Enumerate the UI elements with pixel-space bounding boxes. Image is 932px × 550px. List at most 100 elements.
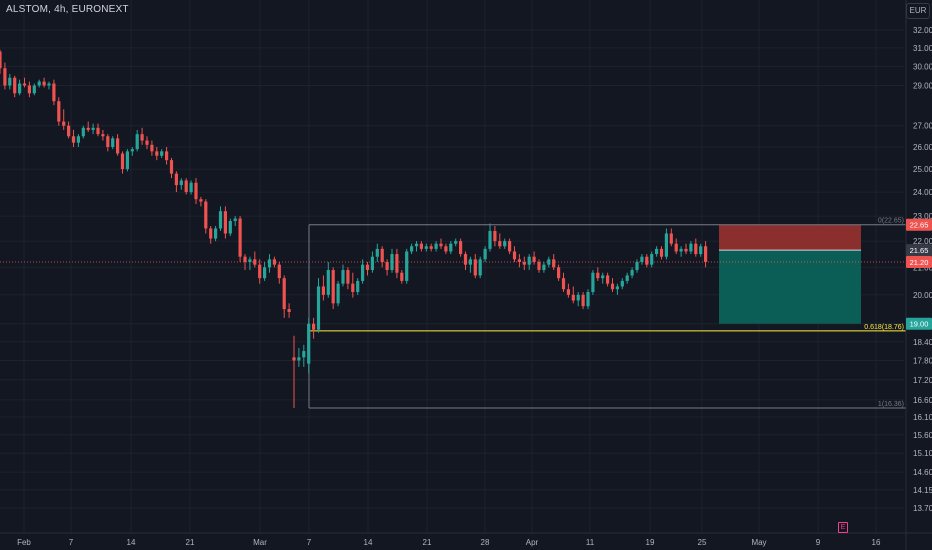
candle-body [601,275,605,279]
candle-body [596,272,600,279]
candle-body [214,228,218,239]
time-tick-label[interactable]: 28 [481,538,490,547]
candle-body [312,323,316,330]
candle-body [331,270,335,304]
time-tick-label[interactable]: 19 [646,538,655,547]
time-tick-label[interactable]: 14 [364,538,373,547]
candle-body [615,286,619,290]
price-tick-label[interactable]: 20.00 [913,291,932,300]
price-tick-label[interactable]: 23.00 [913,212,932,221]
candle-body [116,138,120,154]
price-tick-label[interactable]: 30.00 [913,62,932,71]
candle-body [8,77,12,86]
candle-body [552,259,556,268]
candle-body [527,256,531,265]
price-tick-label[interactable]: 13.70 [913,504,932,513]
time-tick-label[interactable]: Feb [17,538,31,547]
price-tick-label[interactable]: 17.20 [913,376,932,385]
candle-body [3,68,7,86]
time-tick-label[interactable]: 11 [586,538,595,547]
price-tick-label[interactable]: 16.10 [913,413,932,422]
candle-body [52,83,56,102]
candle-body [459,241,463,255]
time-tick-label[interactable]: 9 [816,538,821,547]
candle-body [282,278,286,310]
time-tick-label[interactable]: Mar [253,538,267,547]
candle-body [439,243,443,247]
time-tick-label[interactable]: May [751,538,766,547]
candle-body [424,246,428,249]
price-tick-label[interactable]: 18.40 [913,338,932,347]
candle-body [380,248,384,262]
price-tick-label[interactable]: 16.60 [913,396,932,405]
candle-body [189,182,193,193]
candle-body [297,357,301,361]
price-tick-label[interactable]: 32.00 [913,26,932,35]
candle-body [370,256,374,271]
candle-body [537,261,541,271]
candle-body [67,125,71,137]
candle-body [468,259,472,265]
price-tick-label[interactable]: 15.60 [913,431,932,440]
position-zones[interactable] [719,224,861,324]
price-tick-label[interactable]: 26.00 [913,143,932,152]
candle-body [165,151,169,161]
fib-level-0-label: 0(22.65) [878,218,904,225]
time-tick-label[interactable]: 14 [127,538,136,547]
candle-body [86,127,90,130]
candle-body [581,294,585,307]
price-tick-label[interactable]: 17.80 [913,356,932,365]
candle-body [576,294,580,301]
candle-body [199,199,203,202]
candle-body [307,323,311,364]
time-tick-label[interactable]: Apr [526,538,539,547]
candle-body [91,127,95,130]
candle-body [542,264,546,271]
time-tick-label[interactable]: 16 [872,538,881,547]
time-tick-label[interactable]: 7 [307,538,312,547]
currency-label[interactable]: EUR [906,3,930,19]
price-tick-label[interactable]: 14.15 [913,486,932,495]
candle-body [22,83,27,86]
take-profit-zone[interactable] [719,250,861,324]
candle-body [57,101,61,122]
price-tick-label[interactable]: 22.00 [913,237,932,246]
candle-body [454,241,458,244]
candle-body [336,283,340,304]
candle-body [18,83,22,94]
candle-body [684,248,688,252]
earnings-event-badge[interactable]: E [838,522,848,533]
price-tick-label[interactable]: 31.00 [913,44,932,53]
symbol-title[interactable]: ALSTOM, 4h, EURONEXT [6,4,129,15]
stop-loss-zone[interactable] [719,224,861,251]
fib-level-1-label: 1(16.36) [878,401,904,408]
candle-body [238,218,242,257]
time-tick-label[interactable]: 7 [69,538,74,547]
price-tick-label[interactable]: 15.10 [913,449,932,458]
price-tick-label[interactable]: 25.00 [913,165,932,174]
candle-body [645,256,649,265]
time-tick-label[interactable]: 25 [698,538,707,547]
candle-body [120,153,125,170]
time-tick-label[interactable]: 21 [186,538,195,547]
candle-body [625,275,629,281]
price-tick-label[interactable]: 27.00 [913,122,932,131]
candle-body [410,246,414,252]
price-tick-label[interactable]: 24.00 [913,188,932,197]
candle-body [522,261,526,265]
candle-body [155,151,159,156]
candle-body [669,233,673,244]
time-axis[interactable]: Feb 7 14 21 Mar 7 14 21 28 Apr 11 19 25 May 9 16 [0,532,932,547]
price-tick-label[interactable]: 14.60 [913,468,932,477]
price-tick-label[interactable]: 29.00 [913,81,932,90]
candle-body [37,81,41,86]
time-tick-label[interactable]: 21 [423,538,432,547]
candle-body [356,280,360,293]
candle-body [508,241,512,252]
fibonacci-levels[interactable]: 0(22.65) 0.618(18.76) 1(16.36) [0,218,906,409]
candle-body [130,149,134,152]
candle-body [390,254,394,271]
candle-body [253,259,257,265]
